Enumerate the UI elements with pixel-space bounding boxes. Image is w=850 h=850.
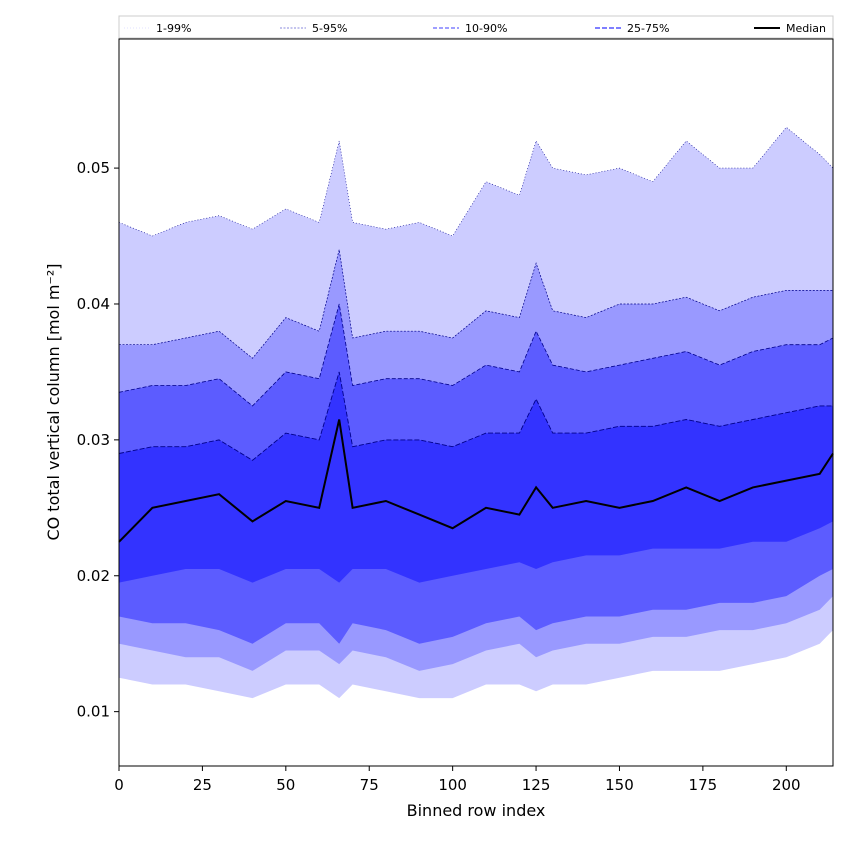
band-10-90-upper-line bbox=[118, 303, 834, 407]
median-line bbox=[118, 419, 834, 543]
x-tick-label: 25 bbox=[193, 776, 212, 794]
y-tick-label: 0.02 bbox=[77, 567, 110, 585]
band-25-75-area bbox=[119, 371, 833, 583]
band-1-99-upper-line bbox=[118, 126, 834, 237]
y-tick-label: 0.04 bbox=[77, 295, 110, 313]
x-tick-label: 175 bbox=[689, 776, 718, 794]
x-tick-label: 150 bbox=[605, 776, 634, 794]
line-layer bbox=[118, 126, 834, 543]
y-tick-label: 0.05 bbox=[77, 159, 110, 177]
plot-frame bbox=[118, 38, 834, 767]
y-axis-label: CO total vertical column [mol m⁻²] bbox=[44, 263, 63, 540]
x-tick-label: 200 bbox=[772, 776, 801, 794]
legend-frame bbox=[118, 15, 834, 39]
band-25-75-upper-line bbox=[118, 371, 833, 461]
y-tick-label: 0.01 bbox=[77, 703, 110, 721]
y-tick-label: 0.03 bbox=[77, 431, 110, 449]
legend-label: 25-75% bbox=[627, 22, 669, 35]
y-axis: 0.01 0.02 0.03 0.04 0.05 bbox=[77, 159, 119, 721]
x-axis-label: Binned row index bbox=[407, 801, 546, 820]
legend: 1-99% 5-95% 10-90% 25-75% Median bbox=[118, 15, 834, 39]
legend-label: 5-95% bbox=[312, 22, 347, 35]
x-axis: 0 25 50 75 100 125 150 175 200 bbox=[114, 766, 801, 794]
legend-label: Median bbox=[786, 22, 826, 35]
x-tick-label: 125 bbox=[522, 776, 551, 794]
band-5-95-upper-line bbox=[119, 249, 833, 359]
x-tick-label: 75 bbox=[360, 776, 379, 794]
legend-label: 1-99% bbox=[156, 22, 191, 35]
x-tick-label: 0 bbox=[114, 776, 124, 794]
legend-label: 10-90% bbox=[465, 22, 507, 35]
x-tick-label: 100 bbox=[438, 776, 467, 794]
x-tick-label: 50 bbox=[276, 776, 295, 794]
band-layer bbox=[119, 127, 833, 699]
